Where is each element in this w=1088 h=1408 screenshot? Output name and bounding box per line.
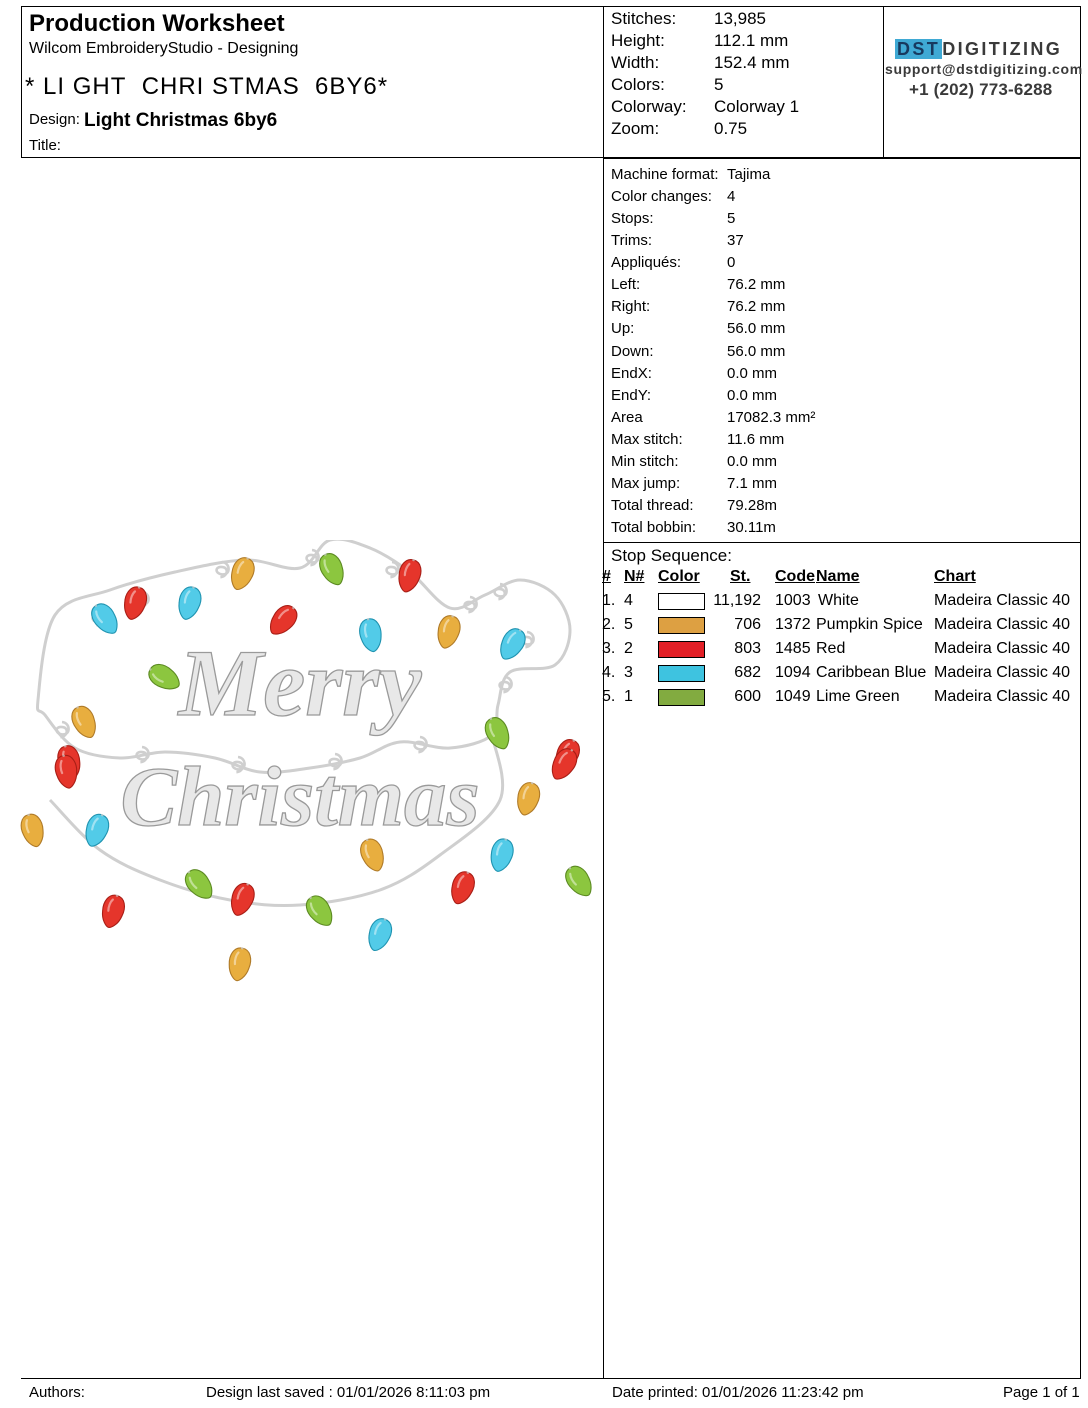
svg-text:Christmas: Christmas bbox=[120, 750, 479, 844]
svg-text:Merry: Merry bbox=[177, 630, 423, 736]
